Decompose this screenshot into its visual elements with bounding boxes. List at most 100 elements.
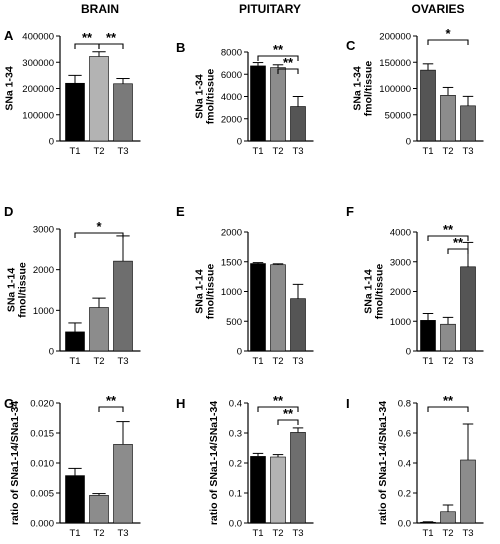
y-tick-label: 0.3 bbox=[229, 429, 242, 440]
x-tick-label: T3 bbox=[117, 356, 128, 367]
bar-t1 bbox=[65, 82, 85, 142]
y-axis-label: fmol/tissue bbox=[205, 264, 217, 320]
bar-t2 bbox=[89, 307, 109, 352]
panel-i: I 0.0 0.2 0.4 0.6 0.8 ratio of SNa1-14/SNa1-34… bbox=[346, 393, 484, 539]
y-tick-label: 0.010 bbox=[30, 459, 54, 470]
x-tick-label: T3 bbox=[462, 356, 473, 367]
bar-t2 bbox=[89, 495, 109, 524]
significance-bracket bbox=[427, 406, 469, 412]
significance-marker: * bbox=[96, 219, 102, 234]
bar-t3 bbox=[460, 459, 476, 524]
y-tick-label: 0.4 bbox=[398, 459, 411, 470]
significance-marker: ** bbox=[82, 30, 93, 45]
y-axis-label: ratio of SNa1-14/SNa1-34 bbox=[208, 401, 220, 525]
panel-letter: F bbox=[346, 204, 354, 219]
y-tick-label: 3000 bbox=[33, 225, 54, 236]
y-tick-label: 1000 bbox=[221, 287, 242, 298]
y-tick-label: 100000 bbox=[22, 110, 54, 121]
x-tick-label: T3 bbox=[117, 528, 128, 539]
panel-letter: G bbox=[4, 396, 14, 411]
x-tick-label: T2 bbox=[272, 146, 283, 157]
x-tick-label: T1 bbox=[252, 146, 263, 157]
y-axis-label: SNa 1-14 bbox=[194, 269, 206, 314]
y-tick-label: 1500 bbox=[221, 257, 242, 268]
panel-letter: H bbox=[176, 396, 185, 411]
panel-c: C 0 50000 100000 150000 200000 SNa 1-34 fmol/ti… bbox=[346, 26, 484, 157]
bar-t2 bbox=[440, 323, 456, 352]
panel-a: A 0 100000 200000 300000 400000 SNa 1-34 T1 T2 T3… bbox=[3, 28, 141, 157]
x-tick-label: T3 bbox=[292, 528, 303, 539]
x-tick-label: T3 bbox=[462, 146, 473, 157]
y-tick-label: 0.000 bbox=[30, 519, 54, 530]
y-tick-label: 0 bbox=[49, 137, 54, 148]
y-tick-label: 500 bbox=[226, 317, 242, 328]
significance-marker: ** bbox=[106, 393, 117, 408]
y-axis-label: SNa 1-14 bbox=[6, 268, 18, 313]
bar-t3 bbox=[290, 432, 306, 524]
x-tick-label: T2 bbox=[93, 528, 104, 539]
y-tick-label: 300000 bbox=[22, 58, 54, 69]
panel-letter: D bbox=[4, 204, 13, 219]
y-tick-label: 2000 bbox=[33, 265, 54, 276]
panel-b: B 0 2000 4000 6000 8000 SNa 1-34 fmol/tissue T1 T… bbox=[176, 40, 314, 157]
bar-t2 bbox=[89, 56, 109, 142]
y-tick-label: 200000 bbox=[22, 84, 54, 95]
column-title-brain: BRAIN bbox=[81, 2, 119, 16]
y-tick-label: 0 bbox=[406, 347, 411, 358]
y-tick-label: 0 bbox=[49, 347, 54, 358]
y-tick-label: 100000 bbox=[379, 84, 411, 95]
x-tick-label: T1 bbox=[69, 146, 80, 157]
y-axis-label: SNa 1-34 bbox=[351, 66, 363, 111]
significance-marker: ** bbox=[443, 222, 454, 237]
panel-h: H 0.0 0.1 0.2 0.3 0.4 ratio of SNa1-14/SNa1-34… bbox=[176, 393, 314, 539]
y-tick-label: 150000 bbox=[379, 58, 411, 69]
panel-f: F 0 1000 2000 3000 4000 SNa 1-14 fmol/tissue T1 T… bbox=[346, 204, 484, 367]
x-tick-label: T3 bbox=[117, 146, 128, 157]
y-tick-label: 4000 bbox=[221, 92, 242, 103]
bar-t2 bbox=[270, 264, 286, 352]
bar-t2 bbox=[440, 95, 456, 142]
x-tick-label: T2 bbox=[272, 356, 283, 367]
bar-t1 bbox=[65, 331, 85, 352]
bar-t1 bbox=[420, 521, 436, 524]
x-tick-label: T1 bbox=[252, 356, 263, 367]
y-tick-label: 1000 bbox=[33, 306, 54, 317]
x-tick-label: T2 bbox=[442, 356, 453, 367]
significance-bracket bbox=[427, 39, 469, 45]
y-tick-label: 400000 bbox=[22, 32, 54, 43]
bar-t3 bbox=[290, 106, 306, 142]
x-tick-label: T1 bbox=[252, 528, 263, 539]
significance-marker: ** bbox=[443, 393, 454, 408]
bar-t1 bbox=[65, 475, 85, 524]
y-tick-label: 0.015 bbox=[30, 429, 54, 440]
bar-t3 bbox=[113, 83, 133, 142]
x-tick-label: T2 bbox=[442, 146, 453, 157]
significance-bracket bbox=[447, 248, 469, 254]
significance-marker: * bbox=[445, 26, 451, 41]
x-tick-label: T2 bbox=[93, 146, 104, 157]
x-tick-label: T1 bbox=[422, 146, 433, 157]
y-tick-label: 0.6 bbox=[398, 429, 411, 440]
panel-letter: C bbox=[346, 38, 356, 53]
significance-bracket bbox=[98, 406, 124, 412]
y-tick-label: 0.0 bbox=[398, 519, 411, 530]
bar-t1 bbox=[250, 456, 266, 524]
significance-bracket bbox=[257, 55, 299, 61]
column-title-ovaries: OVARIES bbox=[411, 2, 464, 16]
y-tick-label: 8000 bbox=[221, 48, 242, 59]
y-tick-label: 0.2 bbox=[398, 489, 411, 500]
y-tick-label: 0 bbox=[237, 347, 242, 358]
y-tick-label: 0.005 bbox=[30, 489, 54, 500]
bar-t3 bbox=[460, 266, 476, 352]
x-tick-label: T3 bbox=[292, 356, 303, 367]
x-tick-label: T1 bbox=[69, 356, 80, 367]
bar-t1 bbox=[420, 320, 436, 352]
y-axis-label: ratio of SNa1-14/SNa1-34 bbox=[377, 401, 389, 525]
y-axis-label: fmol/tissue bbox=[374, 264, 386, 320]
x-tick-label: T3 bbox=[292, 146, 303, 157]
panel-letter: B bbox=[176, 40, 185, 55]
significance-bracket bbox=[277, 68, 299, 74]
y-tick-label: 4000 bbox=[390, 228, 411, 239]
y-tick-label: 3000 bbox=[390, 257, 411, 268]
